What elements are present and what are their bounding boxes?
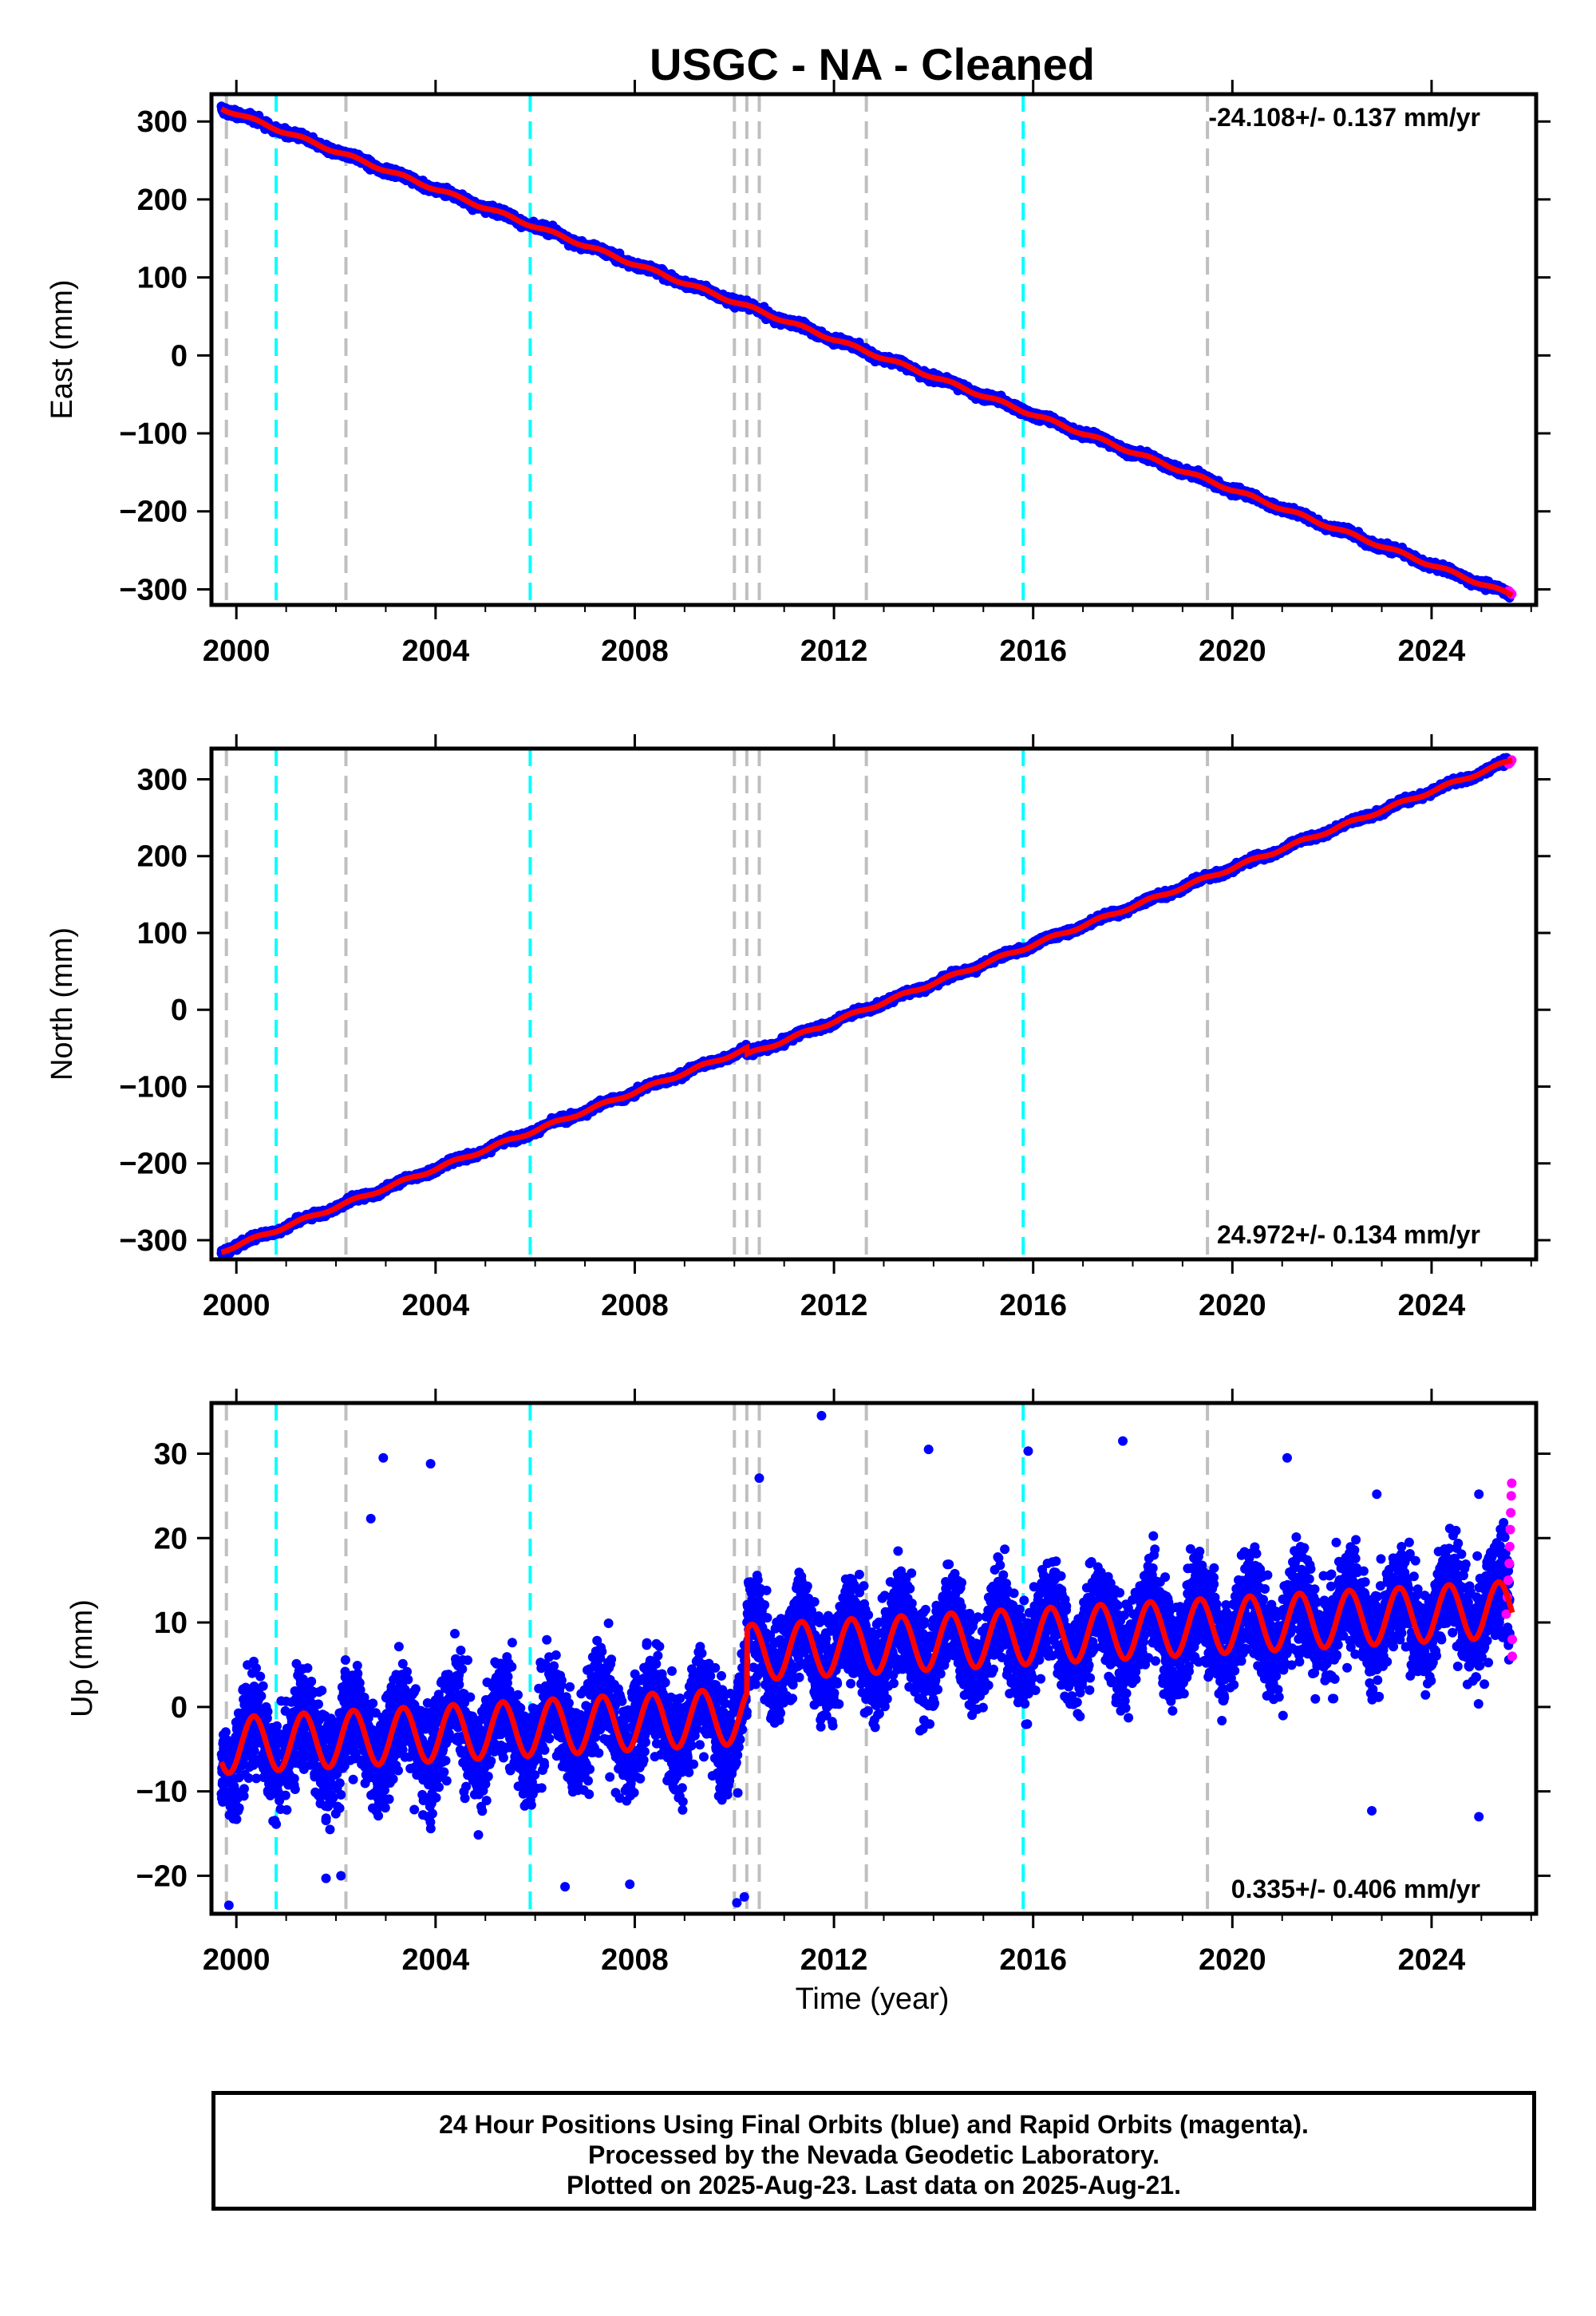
east-panel: 2000 2004 2008 2012 2016 2020 2024−300−200−100… xyxy=(45,80,1551,668)
chart-title: USGC - NA - Cleaned xyxy=(650,39,1095,89)
